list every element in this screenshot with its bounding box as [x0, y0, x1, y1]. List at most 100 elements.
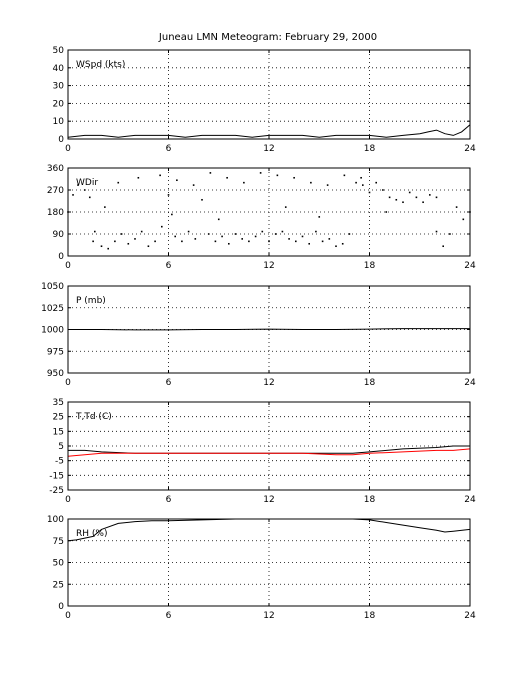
data-point [268, 240, 270, 243]
data-point [288, 238, 290, 240]
y-tick-label: 50 [53, 559, 65, 569]
data-point [326, 184, 329, 186]
y-tick-label: -25 [49, 486, 64, 496]
y-tick-label: 1025 [41, 304, 64, 314]
y-tick-label: 950 [47, 369, 64, 379]
x-tick-label: 0 [65, 611, 71, 621]
data-point [362, 184, 364, 186]
data-point [315, 230, 317, 233]
data-point [318, 216, 321, 218]
x-tick-label: 18 [364, 261, 376, 271]
chart-panel: 0 6 12 18 24 0 90 180 270 360 WDir [47, 164, 476, 271]
data-point [241, 238, 243, 240]
x-tick-label: 24 [464, 495, 476, 505]
data-point [348, 233, 351, 235]
data-point [147, 245, 150, 248]
data-point [449, 233, 451, 235]
x-tick-label: 18 [364, 495, 376, 505]
data-point [207, 233, 210, 235]
series-line [67, 448, 471, 457]
y-tick-label: 25 [53, 413, 64, 423]
data-point [100, 245, 103, 248]
x-tick-label: 24 [464, 611, 476, 621]
x-tick-label: 0 [65, 495, 71, 505]
x-tick-label: 18 [364, 144, 376, 154]
y-tick-label: 5 [58, 442, 64, 452]
data-point [274, 233, 277, 235]
y-tick-label: -15 [49, 471, 64, 481]
y-tick-label: 40 [53, 64, 65, 74]
data-point [221, 235, 223, 238]
y-tick-label: 30 [53, 82, 65, 92]
panel-label: P (mb) [76, 296, 106, 306]
chart-panel: 0 6 12 18 24 0 10 20 30 40 50 WSpd (kts) [53, 46, 476, 154]
data-point [375, 181, 377, 184]
data-point [154, 240, 156, 243]
data-point [174, 235, 176, 238]
data-point [368, 191, 371, 194]
x-tick-label: 18 [364, 611, 376, 621]
data-point [217, 218, 220, 221]
data-point [117, 181, 120, 184]
y-tick-label: 15 [53, 427, 64, 437]
x-tick-label: 0 [65, 261, 71, 271]
data-point [308, 242, 310, 245]
y-tick-label: 0 [58, 135, 64, 145]
x-tick-label: 12 [263, 495, 274, 505]
x-tick-label: 24 [464, 378, 476, 388]
data-point [341, 242, 344, 245]
data-point [104, 206, 106, 208]
data-point [226, 176, 228, 179]
data-point [194, 238, 197, 240]
panel-label: T,Td (C) [75, 412, 112, 422]
data-point [422, 201, 424, 204]
data-point [435, 196, 438, 199]
x-tick-label: 12 [263, 378, 274, 388]
x-tick-label: 12 [263, 611, 274, 621]
x-tick-label: 6 [166, 611, 172, 621]
x-tick-label: 18 [364, 378, 376, 388]
x-tick-label: 6 [166, 378, 172, 388]
data-point [214, 240, 217, 243]
panel-label: RH (%) [76, 529, 107, 539]
data-point [120, 233, 123, 235]
data-point [395, 198, 398, 201]
page-title: Juneau LMN Meteogram: February 29, 2000 [158, 32, 378, 43]
data-point [234, 233, 237, 235]
data-point [293, 176, 295, 179]
data-point [388, 196, 391, 199]
data-point [429, 194, 431, 196]
data-point [161, 225, 163, 228]
data-point [355, 181, 357, 184]
data-point [442, 245, 444, 248]
data-point [248, 240, 250, 243]
series-line [67, 124, 471, 138]
y-tick-label: 1050 [41, 282, 64, 292]
panel-label: WDir [76, 178, 98, 188]
chart-panel: 0 6 12 18 24 -25 -15 -5 5 15 25 35 T,Td (C) [49, 398, 476, 505]
y-tick-label: 270 [47, 186, 64, 196]
y-tick-label: 100 [47, 515, 64, 525]
data-point [181, 240, 183, 243]
y-tick-label: 0 [58, 602, 64, 612]
data-point [310, 181, 312, 184]
data-point [343, 174, 346, 177]
data-point [92, 240, 94, 243]
data-point [385, 211, 388, 213]
data-point [171, 213, 173, 216]
data-point [176, 179, 178, 182]
data-point [94, 230, 96, 233]
data-point [107, 247, 109, 250]
data-point [435, 230, 438, 233]
data-point [134, 238, 136, 240]
data-point [83, 189, 86, 191]
data-point [114, 240, 116, 243]
data-point [140, 230, 143, 233]
data-point [243, 181, 245, 184]
data-point [360, 176, 362, 179]
chart-panel: 0 6 12 18 24 950 975 1000 1025 1050 P (mb) [41, 282, 476, 388]
data-point [276, 174, 279, 177]
y-tick-label: -5 [55, 457, 64, 467]
y-tick-label: 90 [53, 230, 65, 240]
data-point [167, 194, 170, 196]
